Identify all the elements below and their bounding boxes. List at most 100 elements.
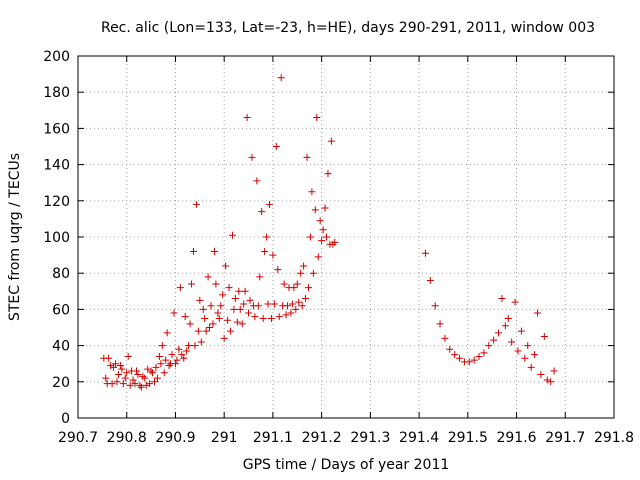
data-point: [495, 329, 503, 337]
data-point: [209, 320, 217, 328]
data-point: [176, 284, 184, 292]
data-point: [504, 314, 512, 322]
data-point: [313, 114, 321, 122]
data-point: [123, 369, 131, 377]
data-point: [114, 371, 122, 379]
data-point: [295, 298, 303, 306]
data-point: [183, 347, 191, 355]
data-point: [206, 324, 214, 331]
data-point: [192, 200, 200, 208]
x-tick-label: 291.4: [399, 430, 439, 446]
data-point: [511, 298, 519, 306]
data-point: [269, 251, 277, 259]
data-point: [490, 336, 498, 344]
x-tick-label: 291.3: [350, 430, 390, 446]
data-point: [113, 378, 121, 386]
x-tick-label: 291.2: [302, 430, 342, 446]
data-point: [233, 318, 241, 326]
data-point: [306, 233, 314, 241]
data-point: [124, 352, 132, 360]
y-tick-label: 20: [52, 375, 70, 391]
data-point: [235, 287, 243, 295]
data-point: [517, 327, 525, 335]
data-point: [116, 362, 124, 370]
data-point: [287, 309, 295, 317]
data-point: [180, 354, 188, 362]
data-point: [256, 273, 264, 281]
data-point: [521, 354, 529, 362]
data-point: [181, 313, 189, 321]
y-tick-label: 140: [43, 158, 70, 174]
data-point: [194, 327, 202, 335]
data-point: [267, 314, 275, 322]
data-point: [426, 276, 434, 284]
data-point: [134, 371, 142, 379]
y-tick-label: 0: [61, 411, 70, 427]
data-point: [219, 291, 227, 299]
data-point: [189, 247, 197, 255]
data-point: [102, 374, 110, 382]
data-point: [136, 381, 144, 389]
data-point: [227, 327, 235, 335]
data-point: [282, 311, 290, 319]
data-point: [110, 363, 118, 371]
data-point: [533, 309, 541, 317]
data-point: [246, 296, 254, 304]
data-point: [224, 316, 232, 324]
data-point: [298, 302, 306, 310]
data-point: [451, 351, 459, 359]
data-point: [238, 320, 246, 328]
data-point: [241, 287, 249, 295]
data-point: [243, 114, 251, 122]
x-tick-label: 291.8: [594, 430, 634, 446]
data-point: [323, 233, 331, 241]
data-point: [204, 273, 212, 281]
data-point: [284, 302, 292, 310]
data-point: [131, 380, 139, 388]
data-point: [421, 249, 429, 257]
data-point: [297, 269, 305, 277]
data-point: [272, 143, 280, 150]
data-point: [248, 153, 256, 161]
data-point: [217, 302, 225, 310]
data-point: [465, 358, 473, 366]
data-point: [441, 334, 449, 342]
data-point: [230, 305, 238, 313]
data-point: [186, 320, 194, 328]
data-point: [303, 153, 311, 161]
data-point: [158, 342, 166, 350]
x-axis-label: GPS time / Days of year 2011: [243, 457, 450, 473]
data-point: [132, 367, 140, 375]
y-tick-label: 40: [52, 339, 70, 355]
data-point: [498, 295, 506, 303]
data-point: [107, 362, 115, 370]
data-point: [456, 354, 464, 362]
data-point: [225, 284, 233, 292]
data-point: [514, 347, 522, 355]
data-point: [173, 356, 181, 364]
x-tick-label: 291.6: [496, 430, 536, 446]
data-point: [319, 226, 327, 234]
data-points: [100, 74, 558, 391]
data-point: [540, 333, 548, 341]
data-point: [214, 309, 222, 317]
data-point: [160, 369, 168, 377]
data-point: [178, 351, 186, 359]
x-tick-label: 291.7: [545, 430, 585, 446]
data-point: [149, 369, 157, 377]
data-point: [259, 314, 267, 322]
data-point: [258, 208, 266, 216]
data-point: [185, 342, 193, 350]
data-point: [311, 206, 319, 214]
data-point: [527, 363, 535, 371]
data-point: [263, 233, 271, 241]
y-tick-label: 60: [52, 302, 70, 318]
data-point: [152, 363, 160, 371]
data-point: [547, 378, 555, 386]
data-point: [129, 376, 137, 384]
data-point: [212, 280, 220, 288]
data-point: [196, 296, 204, 304]
x-tick-label: 291.5: [448, 430, 488, 446]
data-point: [274, 266, 282, 274]
data-point: [280, 280, 288, 288]
